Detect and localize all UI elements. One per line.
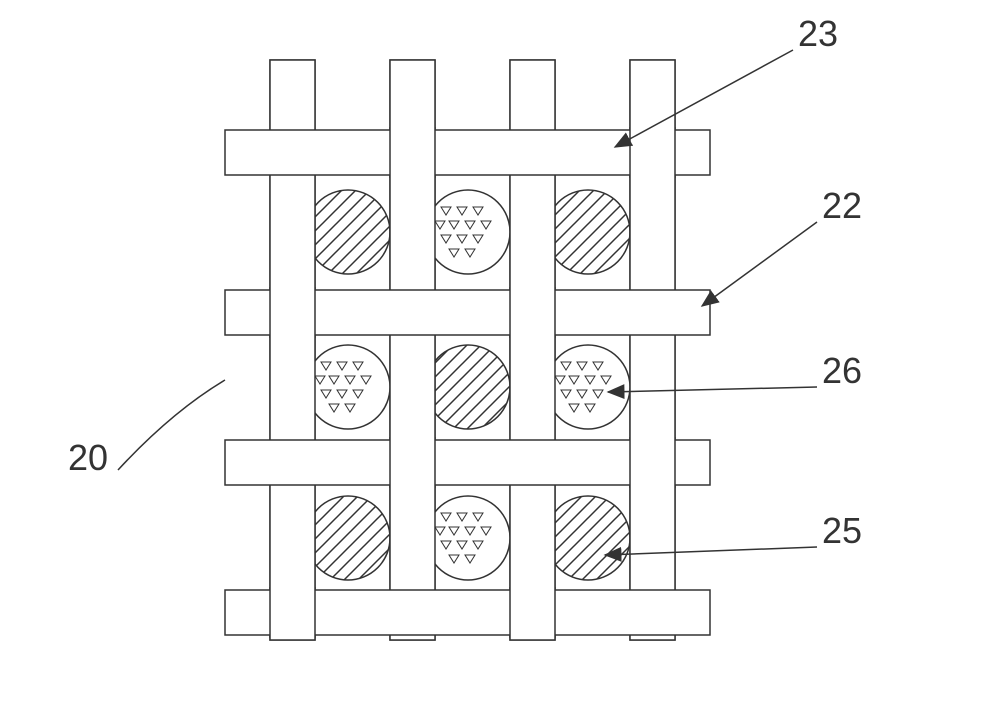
schematic-svg: 23 22 26 25 20 [0,0,1000,717]
label-22: 22 [822,185,862,226]
label-23: 23 [798,13,838,54]
circle-diagonal [426,345,510,429]
circle-triangles [306,345,390,429]
circle-triangles [546,345,630,429]
circle-triangles [426,190,510,274]
leader-curve [118,380,225,470]
circle-diagonal [546,190,630,274]
label-25: 25 [822,510,862,551]
circle-diagonal [546,496,630,580]
diagram-container: 23 22 26 25 20 [0,0,1000,717]
circle-triangles [426,496,510,580]
label-26: 26 [822,350,862,391]
circle-diagonal [306,190,390,274]
leader-arrow [702,222,817,306]
label-20: 20 [68,437,108,478]
circle-diagonal [306,496,390,580]
